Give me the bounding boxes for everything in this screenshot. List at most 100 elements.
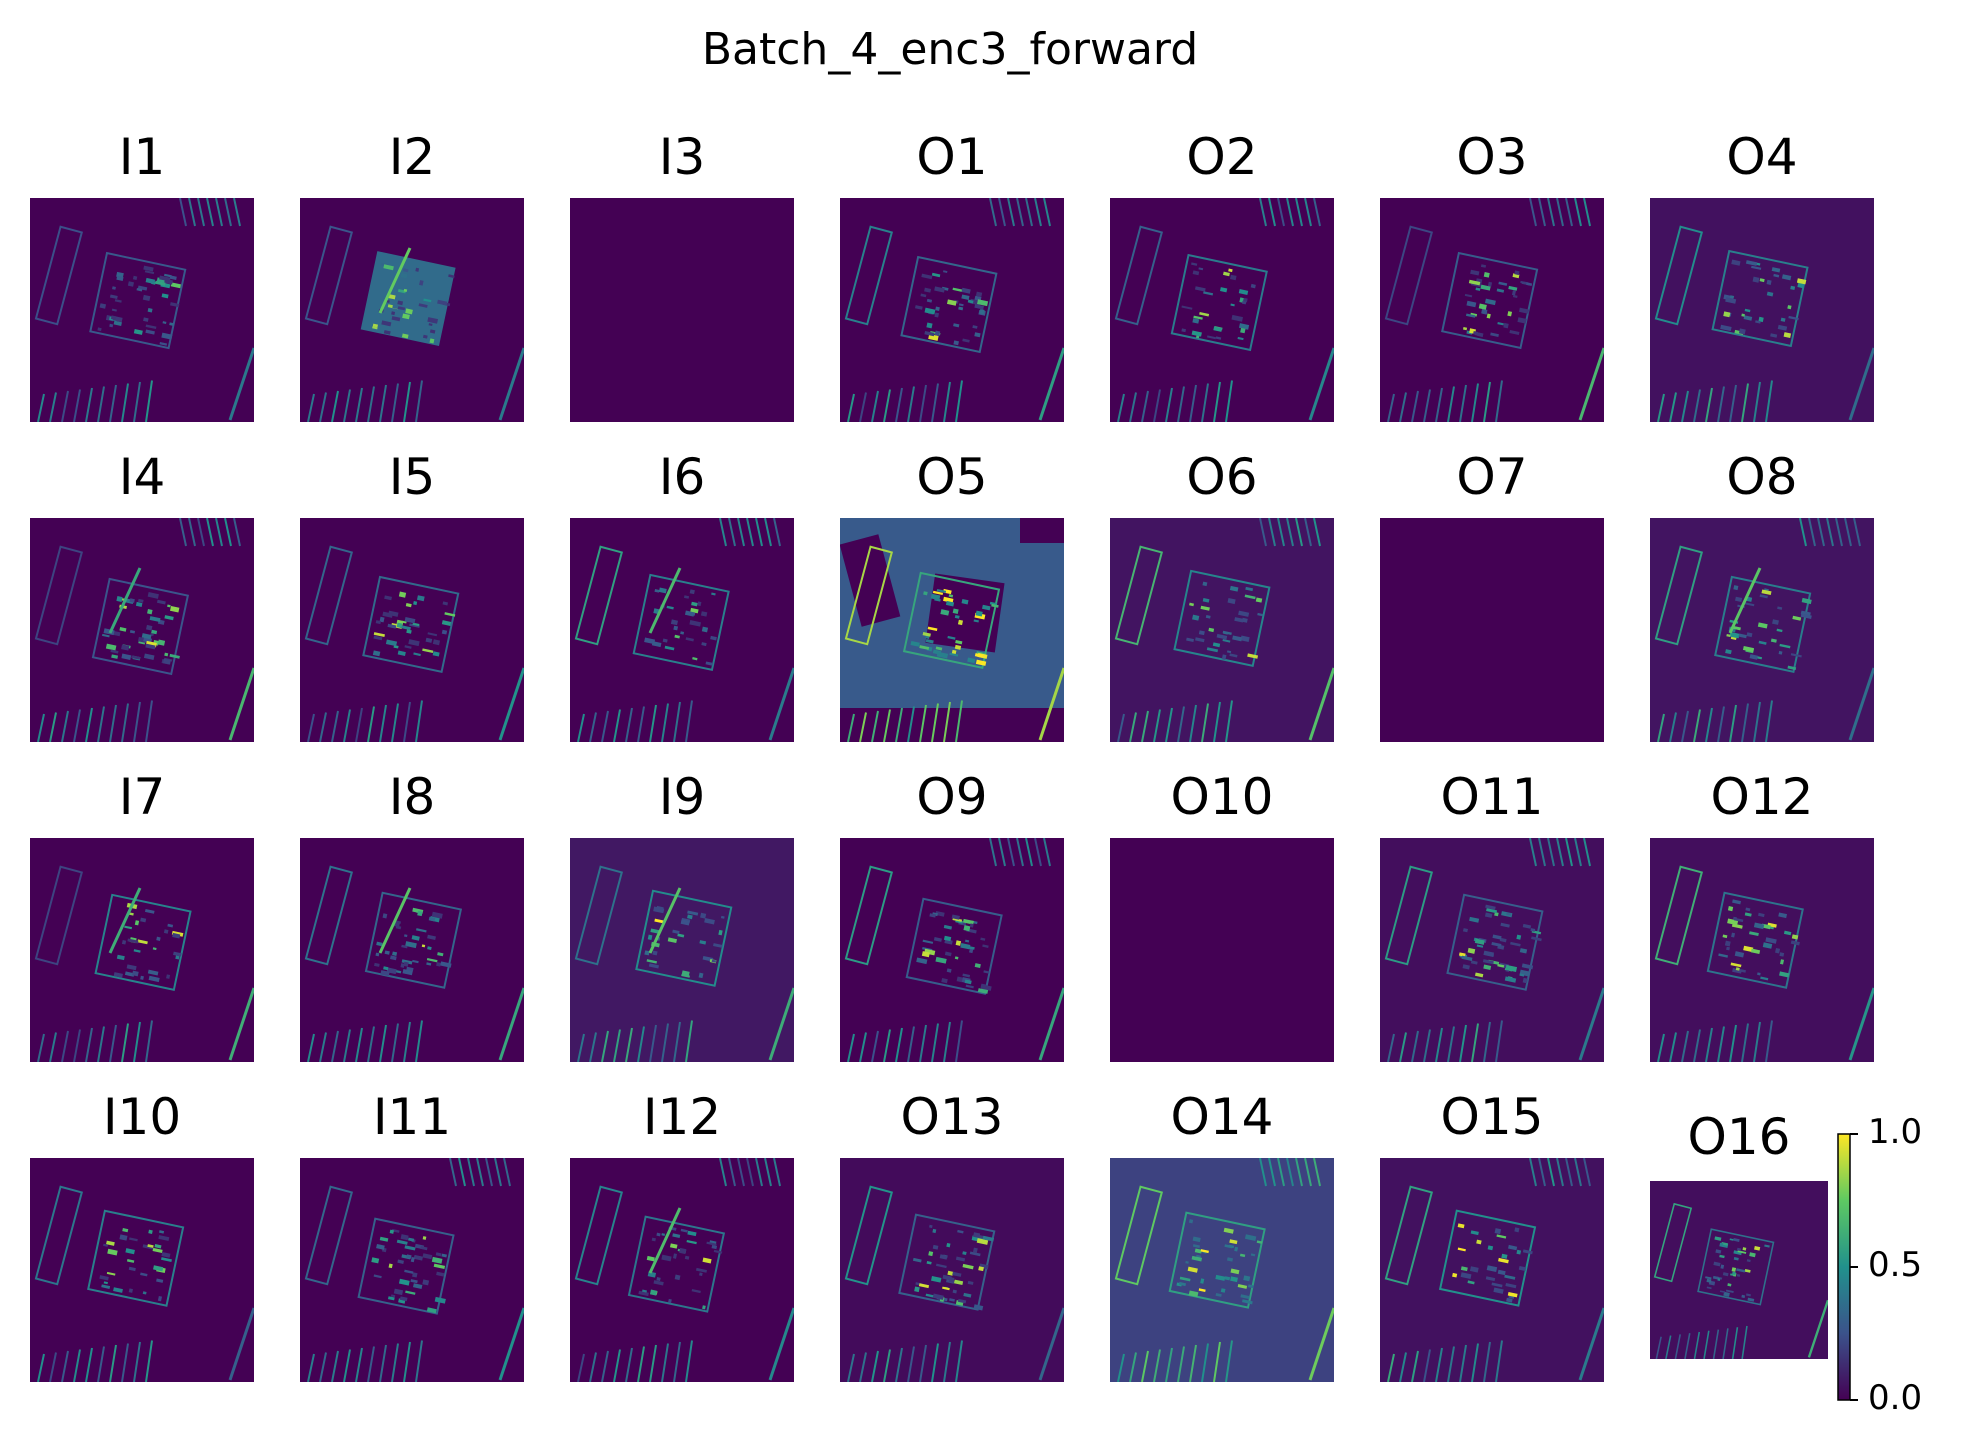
heatmap-cell bbox=[962, 918, 974, 925]
heatmap-cell bbox=[417, 910, 423, 917]
heatmap-cell bbox=[1237, 1284, 1248, 1289]
heatmap-cell bbox=[140, 975, 144, 980]
heatmap-cell bbox=[1470, 1230, 1479, 1236]
heatmap-hatch bbox=[746, 1158, 754, 1187]
heatmap-cell bbox=[934, 330, 941, 336]
heatmap-cell bbox=[376, 1243, 385, 1250]
heatmap-hatch bbox=[224, 518, 232, 547]
heatmap-cell bbox=[373, 635, 383, 641]
heatmap-hatch bbox=[1665, 1335, 1672, 1359]
heatmap-cell bbox=[1243, 1275, 1251, 1282]
heatmap-cell bbox=[680, 919, 690, 926]
heatmap-hatch bbox=[859, 1352, 867, 1382]
heatmap-cell bbox=[1514, 270, 1520, 276]
heatmap-cell bbox=[398, 1278, 410, 1286]
heatmap-cell bbox=[1486, 1265, 1498, 1273]
heatmap-cell bbox=[1205, 614, 1211, 619]
heatmap-cell bbox=[413, 601, 418, 606]
heatmap-hatch bbox=[907, 386, 915, 422]
heatmap-cell bbox=[103, 1243, 109, 1247]
heatmap-hatch bbox=[97, 1346, 105, 1382]
heatmap-cell bbox=[413, 652, 421, 657]
heatmap-image bbox=[840, 198, 1064, 422]
heatmap-cell bbox=[1743, 315, 1753, 321]
heatmap-hatch bbox=[1674, 1334, 1681, 1359]
heatmap-cell bbox=[147, 592, 159, 599]
heatmap-cell bbox=[1188, 1290, 1199, 1298]
heatmap-cell bbox=[126, 1259, 135, 1263]
heatmap-cell bbox=[1767, 922, 1777, 928]
heatmap-cell bbox=[434, 1296, 446, 1304]
heatmap-cell bbox=[412, 622, 420, 627]
heatmap-cell bbox=[1733, 1238, 1740, 1242]
heatmap-cell bbox=[711, 959, 717, 963]
heatmap-cell bbox=[1234, 1246, 1239, 1252]
heatmap-cell bbox=[941, 977, 948, 984]
heatmap-cell bbox=[152, 947, 157, 951]
heatmap-hatch bbox=[625, 1347, 633, 1382]
heatmap-hatch bbox=[1411, 1030, 1419, 1062]
heatmap-cell bbox=[1199, 312, 1210, 317]
heatmap-cell bbox=[375, 620, 382, 625]
heatmap-cell bbox=[701, 642, 707, 647]
heatmap-cell bbox=[974, 332, 981, 338]
heatmap-cell bbox=[1191, 330, 1202, 337]
heatmap-cell bbox=[982, 944, 989, 948]
heatmap-cell bbox=[148, 1229, 153, 1234]
heatmap-cell bbox=[143, 265, 154, 272]
heatmap-cell bbox=[1783, 332, 1792, 338]
heatmap-hatch bbox=[1538, 1158, 1546, 1187]
heatmap-cell bbox=[404, 1245, 416, 1251]
heatmap-feature-strip bbox=[574, 545, 624, 646]
heatmap-cell bbox=[700, 912, 707, 919]
heatmap-cell bbox=[929, 1224, 933, 1229]
heatmap-hatch bbox=[1583, 198, 1591, 227]
heatmap-image bbox=[1650, 838, 1874, 1062]
heatmap-cell bbox=[1498, 281, 1508, 286]
heatmap-cell bbox=[1230, 274, 1237, 281]
heatmap-cell bbox=[161, 1251, 171, 1258]
heatmap-hatch bbox=[1547, 198, 1555, 227]
heatmap-hatch bbox=[379, 1344, 387, 1382]
heatmap-cell bbox=[1779, 643, 1791, 649]
heatmap-cell bbox=[960, 942, 971, 950]
heatmap-cell bbox=[1751, 265, 1762, 270]
heatmap-hatch bbox=[1129, 392, 1137, 422]
heatmap-cell bbox=[164, 615, 174, 621]
texture-i10 bbox=[30, 1158, 254, 1382]
heatmap-edge bbox=[1807, 1299, 1828, 1358]
heatmap-cell bbox=[683, 595, 690, 599]
heatmap-hatch bbox=[403, 1021, 411, 1062]
heatmap-cell bbox=[1760, 976, 1769, 981]
heatmap-cell bbox=[1482, 959, 1494, 965]
heatmap-feature-square bbox=[905, 897, 1003, 995]
heatmap-cell bbox=[1722, 934, 1728, 939]
heatmap-cell bbox=[143, 317, 149, 322]
heatmap-hatch bbox=[1447, 1346, 1455, 1382]
heatmap-background bbox=[300, 1158, 524, 1382]
heatmap-cell bbox=[953, 1279, 964, 1286]
heatmap-hatch bbox=[685, 1020, 693, 1062]
heatmap-cell bbox=[713, 943, 723, 948]
heatmap-hatch bbox=[1729, 384, 1737, 422]
heatmap-hatch bbox=[871, 1350, 879, 1382]
texture-i4 bbox=[30, 518, 254, 742]
heatmap-cell bbox=[1752, 276, 1760, 283]
panel-title: O5 bbox=[916, 448, 988, 506]
heatmap-cell bbox=[1467, 947, 1476, 954]
heatmap-cell bbox=[379, 1236, 389, 1242]
heatmap-cell bbox=[172, 932, 181, 939]
heatmap-cell bbox=[412, 959, 419, 964]
heatmap-cell bbox=[133, 328, 143, 335]
heatmap-cell bbox=[1503, 322, 1509, 329]
heatmap-cell bbox=[397, 650, 406, 656]
heatmap-feature-strip bbox=[844, 1185, 894, 1286]
panel-title: O14 bbox=[1170, 1088, 1274, 1146]
heatmap-hatch bbox=[859, 1032, 867, 1062]
panel-title: O8 bbox=[1726, 448, 1798, 506]
heatmap-background bbox=[30, 838, 254, 1062]
heatmap-cell bbox=[1531, 936, 1542, 942]
heatmap-cell bbox=[403, 961, 409, 967]
heatmap-cell bbox=[674, 634, 680, 639]
heatmap-cell bbox=[156, 1278, 164, 1283]
